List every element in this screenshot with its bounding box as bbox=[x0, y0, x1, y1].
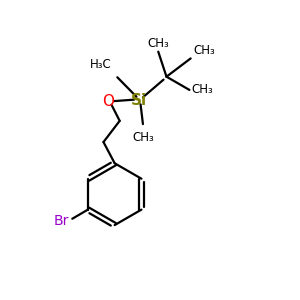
Text: Br: Br bbox=[53, 214, 69, 228]
Text: Si: Si bbox=[131, 93, 148, 108]
Text: O: O bbox=[103, 94, 115, 109]
Text: CH₃: CH₃ bbox=[192, 83, 214, 96]
Text: CH₃: CH₃ bbox=[193, 44, 215, 57]
Text: CH₃: CH₃ bbox=[132, 130, 154, 144]
Text: H₃C: H₃C bbox=[90, 58, 112, 71]
Text: CH₃: CH₃ bbox=[147, 37, 169, 50]
